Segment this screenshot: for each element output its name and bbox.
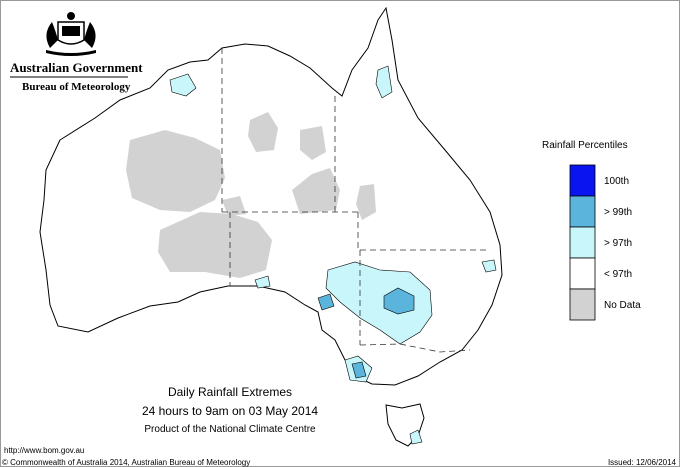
legend-label: > 97th bbox=[604, 238, 632, 249]
government-name: Australian Government bbox=[10, 60, 143, 75]
caption-product: Product of the National Climate Centre bbox=[144, 424, 316, 435]
state-borders bbox=[221, 48, 490, 353]
legend-label: 100th bbox=[604, 176, 629, 187]
caption-title: Daily Rainfall Extremes bbox=[168, 385, 292, 399]
footer-url: http://www.bom.gov.au bbox=[4, 446, 84, 455]
legend-label: > 99th bbox=[604, 207, 632, 218]
footer-copyright: © Commonwealth of Australia 2014, Austra… bbox=[2, 458, 250, 467]
legend-label: < 97th bbox=[604, 269, 632, 280]
above-99th-areas bbox=[317, 287, 415, 379]
caption-subtitle: 24 hours to 9am on 03 May 2014 bbox=[142, 404, 318, 418]
bureau-name: Bureau of Meteorology bbox=[22, 81, 131, 93]
legend-swatch bbox=[569, 195, 596, 228]
legend-swatch bbox=[569, 164, 596, 197]
footer-issued: Issued: 12/06/2014 bbox=[608, 458, 677, 467]
no-data-areas bbox=[126, 112, 376, 278]
legend-swatch bbox=[569, 257, 596, 290]
legend: 100th > 99th > 97th < 97th No Data bbox=[569, 164, 641, 321]
legend-swatch bbox=[569, 288, 596, 321]
coat-of-arms bbox=[46, 12, 96, 56]
legend-title: Rainfall Percentiles bbox=[542, 140, 628, 151]
above-97th-areas bbox=[169, 65, 497, 445]
legend-label: No Data bbox=[604, 300, 641, 311]
legend-swatch bbox=[569, 226, 596, 259]
